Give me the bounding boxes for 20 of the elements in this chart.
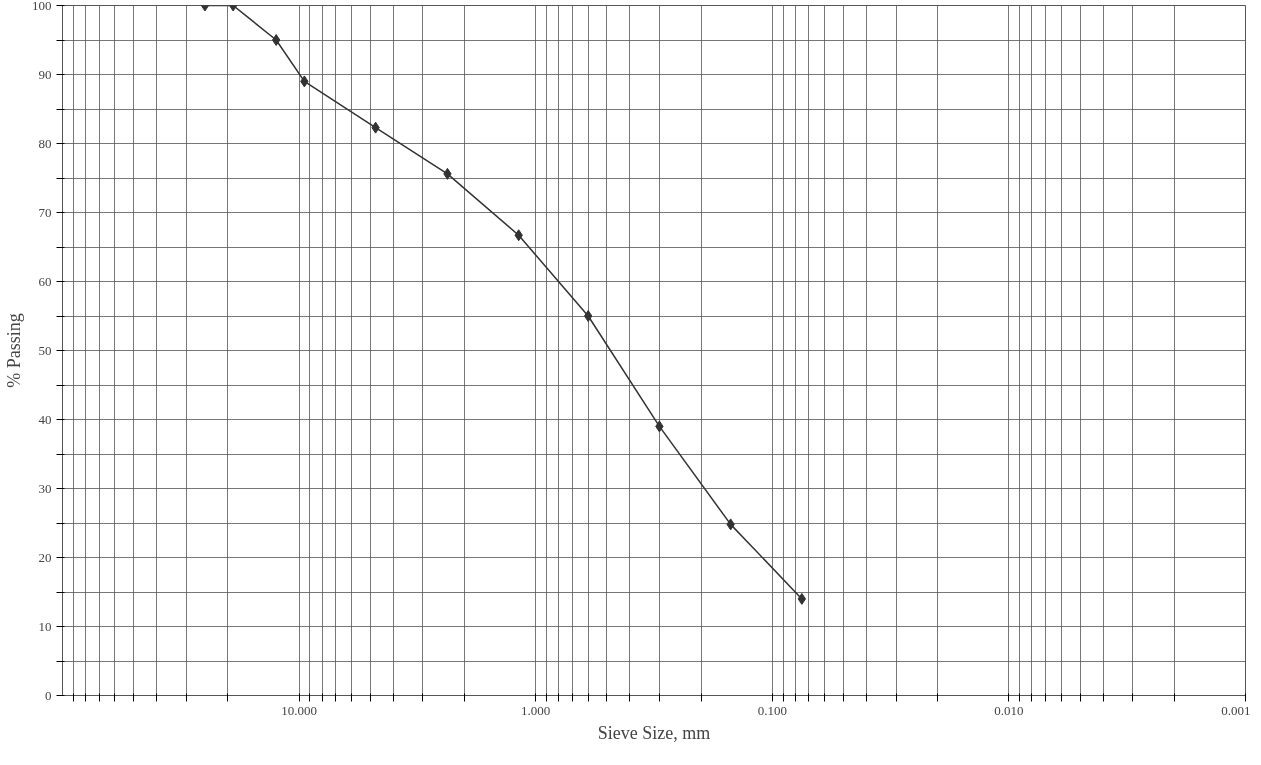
x-tick-label: 10.000 — [281, 702, 317, 718]
y-tick-label: 40 — [38, 411, 52, 427]
y-tick-label: 0 — [45, 687, 52, 703]
y-axis-title: % Passing — [4, 313, 24, 388]
point — [797, 592, 807, 605]
x-tick-label: 0.010 — [994, 702, 1024, 718]
y-tick-label: 20 — [38, 549, 52, 565]
y-tick-label: 80 — [38, 135, 52, 151]
x-axis-title: Sieve Size, mm — [597, 722, 711, 743]
y-tick-label: 90 — [38, 66, 52, 82]
point — [584, 310, 593, 322]
y-tick-label: 60 — [38, 273, 52, 289]
y-tick-label: 50 — [38, 342, 52, 358]
y-tick-label: 100 — [32, 0, 52, 13]
y-tick-label: 10 — [38, 618, 52, 634]
x-tick-label: 0.001 — [1221, 702, 1251, 718]
x-tick-label: 0.100 — [757, 702, 787, 718]
y-tick-label: 70 — [38, 204, 52, 220]
x-tick-label: 1.000 — [521, 702, 551, 718]
y-tick-label: 30 — [38, 480, 52, 496]
